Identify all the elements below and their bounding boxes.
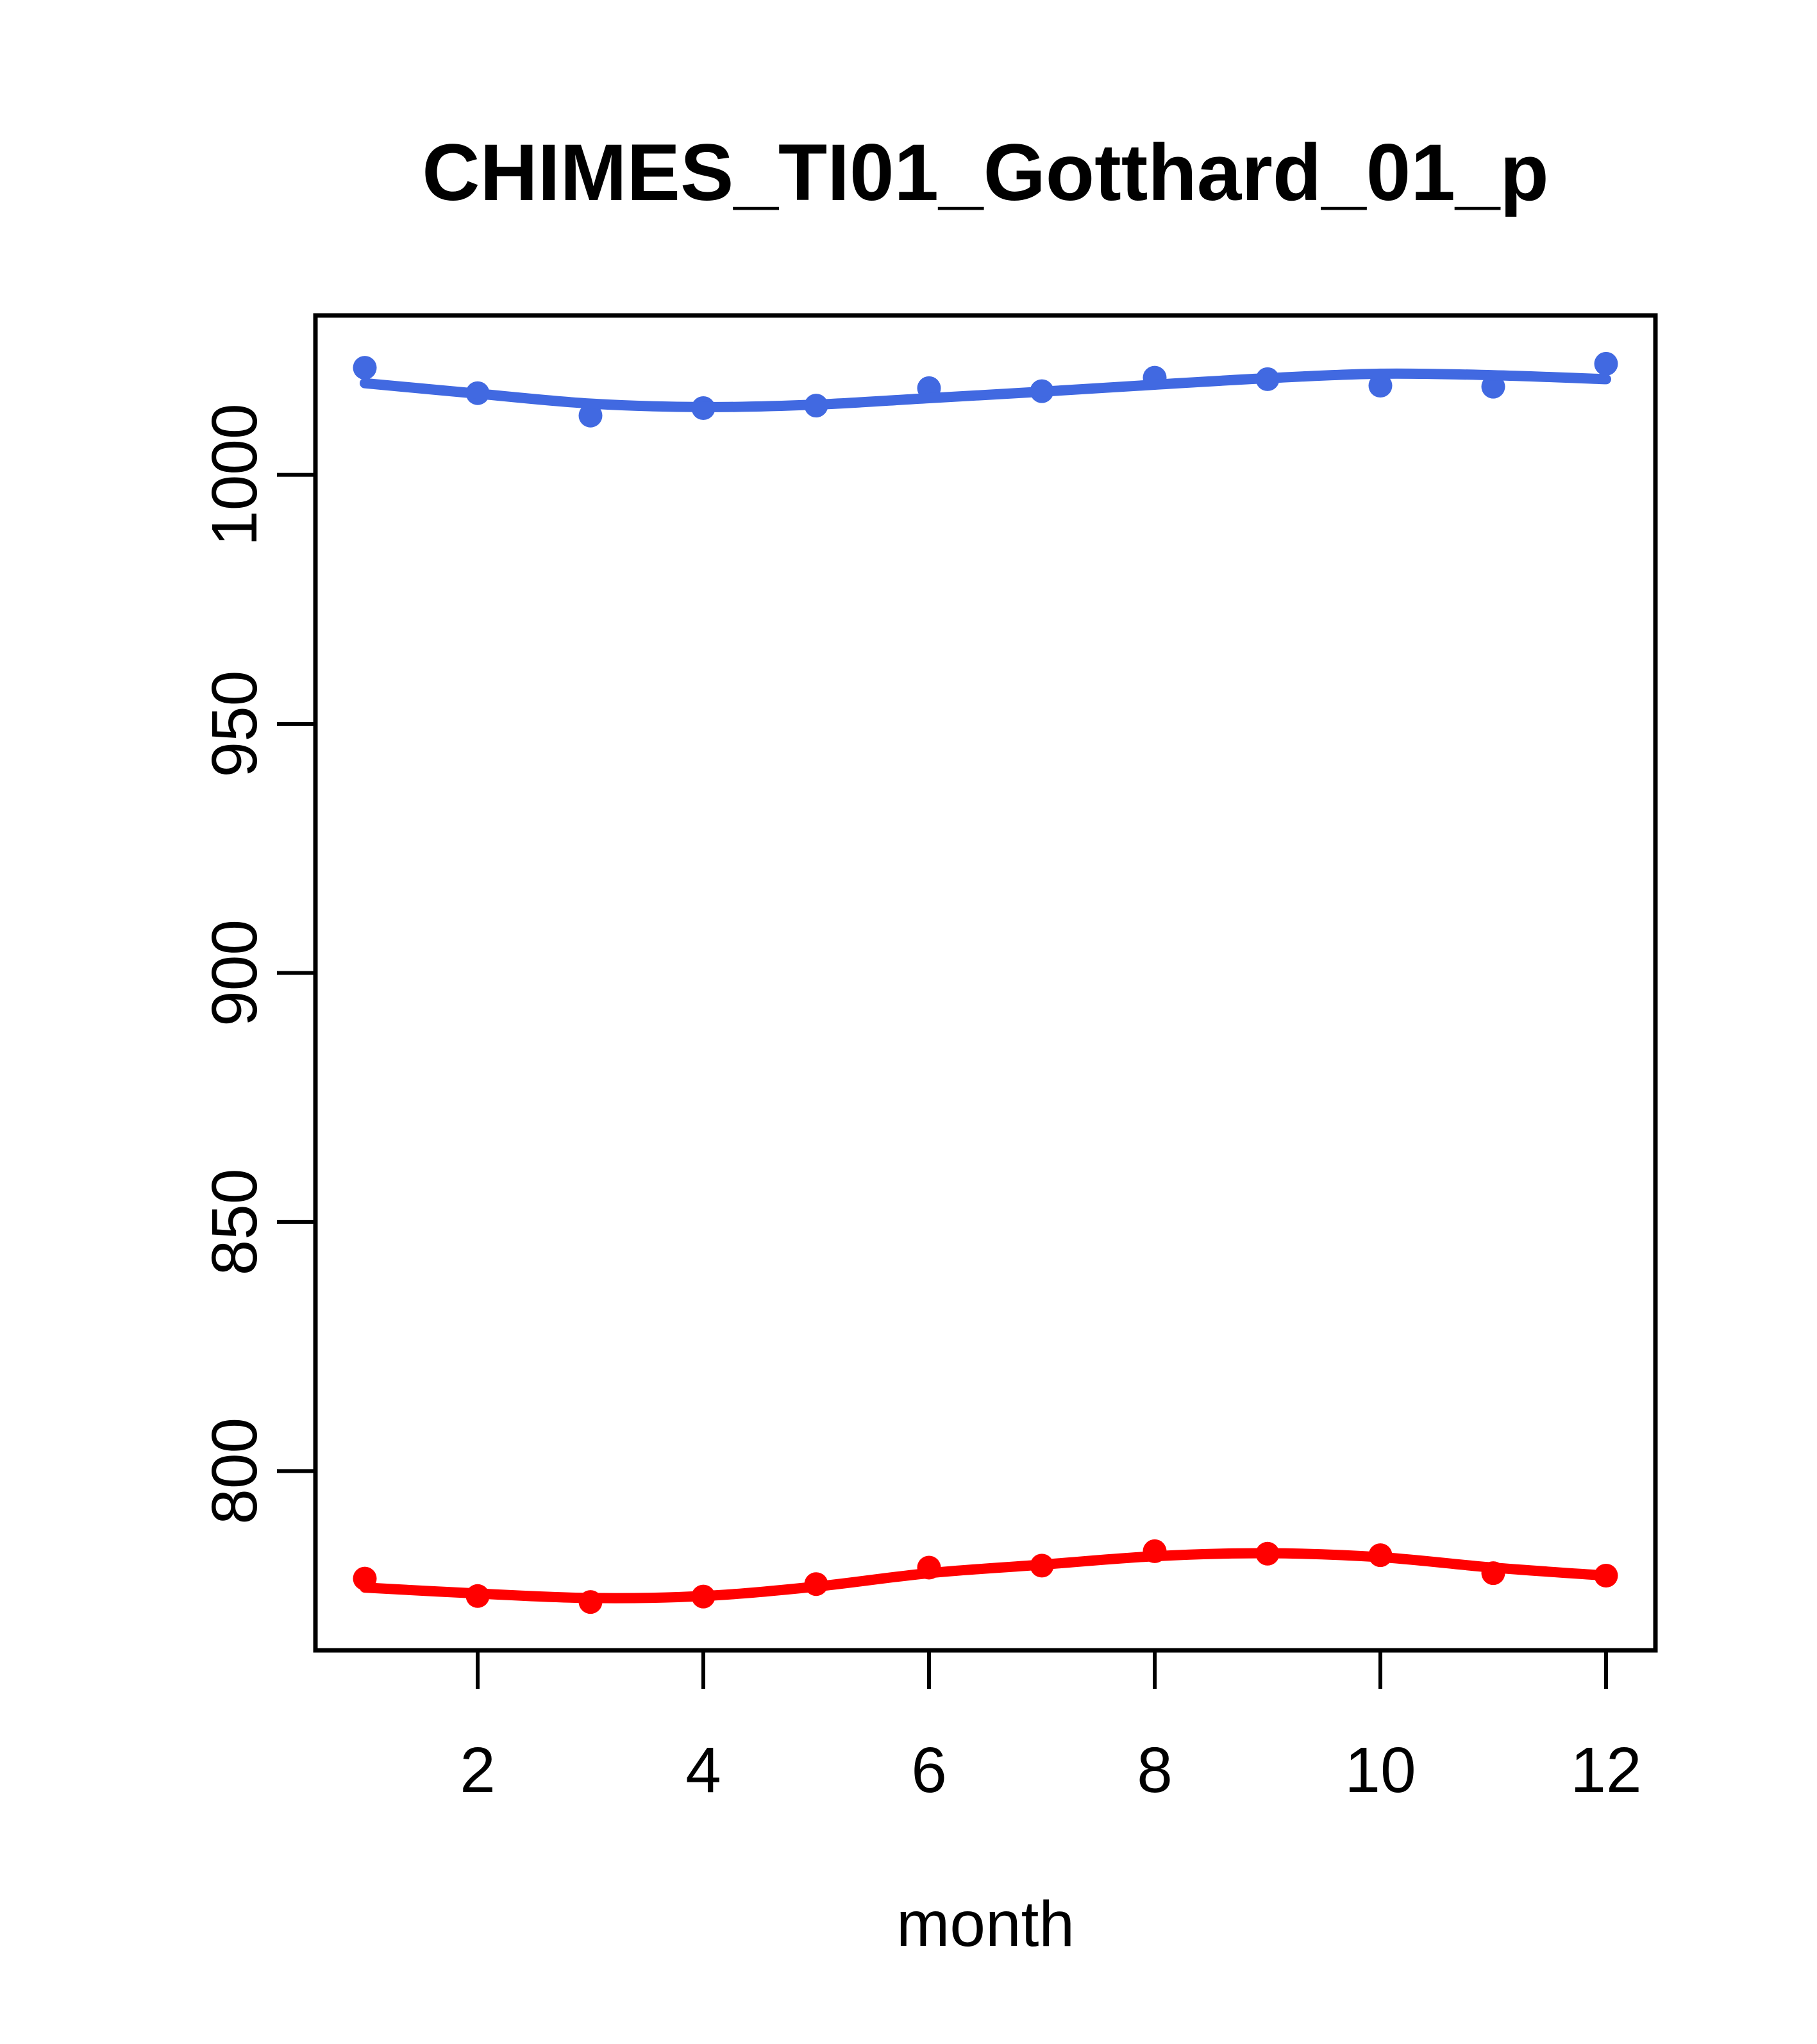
y-tick-label: 900 [199,919,271,1026]
x-tick-label: 12 [1570,1734,1641,1806]
upper-blue-point [578,403,603,428]
upper-blue-point [1368,374,1393,398]
x-tick-label: 8 [1137,1734,1173,1806]
x-tick-label: 6 [911,1734,947,1806]
upper-blue-smooth-line [360,368,1611,412]
y-tick-label: 1000 [199,403,271,546]
upper-blue-point [1594,351,1618,376]
upper-blue-point [353,356,377,380]
upper-blue-point [1481,374,1505,399]
x-tick-label: 2 [460,1734,496,1806]
x-axis-label: month [896,1888,1075,1960]
y-tick-label: 850 [199,1168,271,1275]
plot-area: 2 4 6 8 10 12 800 850 900 950 1000 [199,313,1658,1806]
x-tick-label: 10 [1344,1734,1416,1806]
y-tick-label: 800 [199,1418,271,1525]
plot-box [313,313,1658,1653]
y-tick-label: 950 [199,671,271,778]
x-tick-label: 4 [685,1734,721,1806]
lower-red-smooth-line [360,1548,1611,1604]
chart-title: CHIMES_TI01_Gotthard_01_p [422,128,1548,217]
